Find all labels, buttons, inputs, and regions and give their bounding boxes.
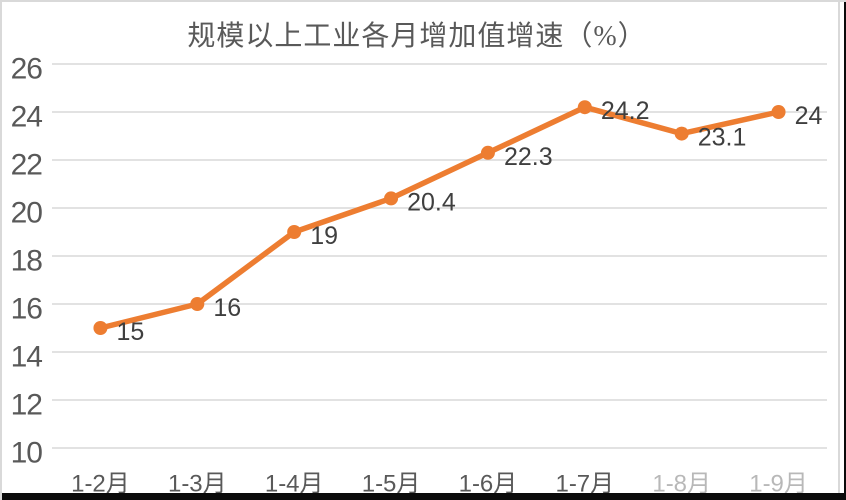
data-point-marker: [93, 321, 108, 335]
data-point-label: 24.2: [601, 97, 650, 125]
data-point-label: 24: [795, 102, 823, 130]
data-point-marker: [577, 100, 592, 115]
y-axis-tick-label: 16: [11, 293, 43, 326]
data-line: [97, 104, 782, 331]
chart-right-border: [838, 2, 840, 500]
data-point-label: 23.1: [698, 124, 747, 152]
data-point-marker: [190, 297, 205, 311]
y-axis-tick-label: 14: [11, 341, 43, 374]
data-point-marker: [384, 191, 399, 206]
data-point-label: 20.4: [407, 188, 456, 216]
data-point-label: 15: [116, 318, 144, 346]
data-point-label: 19: [310, 222, 338, 250]
y-axis-tick-label: 22: [11, 149, 43, 182]
data-point-label: 16: [213, 294, 241, 322]
y-axis-tick-label: 12: [11, 389, 43, 422]
bottom-black-bar: [2, 493, 846, 500]
chart-title: 规模以上工业各月增加值增速（%）: [187, 21, 647, 52]
y-axis-tick-label: 18: [11, 245, 43, 278]
y-axis-tick-label: 10: [11, 437, 43, 470]
data-point-marker: [771, 105, 786, 119]
data-point-label: 22.3: [504, 143, 553, 171]
y-axis-tick-label: 26: [11, 53, 43, 86]
y-axis-tick-label: 24: [11, 101, 43, 134]
data-point-marker: [287, 225, 302, 239]
data-point-marker: [480, 145, 495, 160]
data-point-marker: [674, 126, 689, 141]
screen-right-edge: [844, 2, 846, 500]
y-axis-tick-label: 20: [11, 197, 43, 230]
